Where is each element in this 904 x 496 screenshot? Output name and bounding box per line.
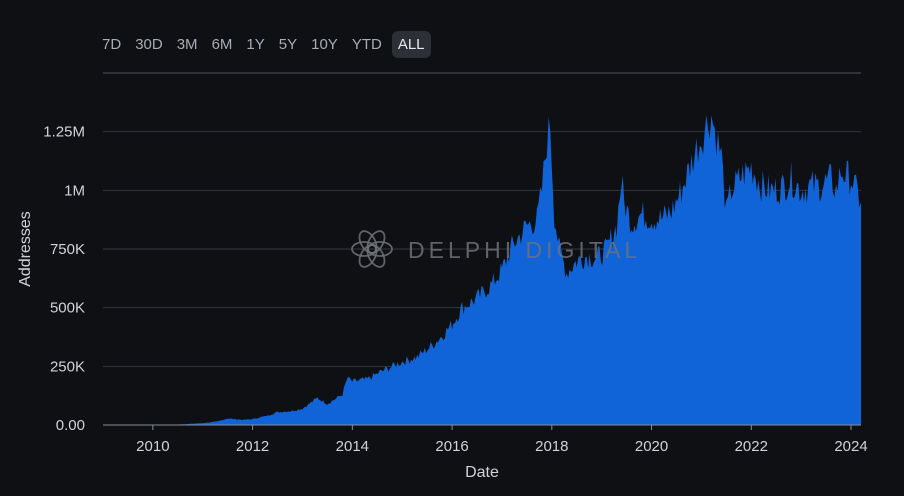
time-range-selector: 7D 30D 3M 6M 1Y 5Y 10Y YTD ALL: [98, 31, 431, 58]
addresses-area-series: [103, 115, 861, 425]
range-30d-button[interactable]: 30D: [135, 36, 163, 53]
range-3m-button[interactable]: 3M: [176, 36, 198, 53]
x-axis-ticks: 2010 2012 2014 2016 2018 2020 2022 2024: [136, 425, 868, 455]
watermark-logo-petal: [366, 230, 386, 254]
range-1y-button[interactable]: 1Y: [246, 36, 265, 53]
x-tick-label: 2010: [136, 438, 169, 455]
range-ytd-button[interactable]: YTD: [351, 36, 382, 53]
range-6m-button[interactable]: 6M: [211, 36, 233, 53]
x-axis-title: Date: [465, 464, 499, 481]
range-all-button[interactable]: ALL: [391, 31, 431, 58]
y-tick-label: 750K: [50, 241, 85, 258]
x-tick-label: 2016: [435, 438, 468, 455]
y-tick-label: 1M: [64, 182, 85, 199]
y-tick-label: 250K: [50, 358, 85, 375]
y-tick-label: 0.00: [56, 417, 85, 434]
x-tick-label: 2022: [735, 438, 768, 455]
x-tick-label: 2018: [535, 438, 568, 455]
watermark-logo: [351, 230, 393, 268]
y-axis-ticks: 0.00 250K 500K 750K 1M 1.25M: [43, 124, 85, 434]
y-tick-label: 1.25M: [43, 124, 85, 141]
x-tick-label: 2012: [236, 438, 269, 455]
x-tick-label: 2014: [336, 438, 369, 455]
range-10y-button[interactable]: 10Y: [311, 36, 338, 53]
x-tick-label: 2024: [834, 438, 867, 455]
range-5y-button[interactable]: 5Y: [278, 36, 298, 53]
x-tick-label: 2020: [635, 438, 668, 455]
y-tick-label: 500K: [50, 300, 85, 317]
range-7d-button[interactable]: 7D: [102, 36, 122, 53]
watermark-text: DELPHI DIGITAL: [408, 237, 641, 263]
y-axis-title: Addresses: [17, 211, 34, 287]
